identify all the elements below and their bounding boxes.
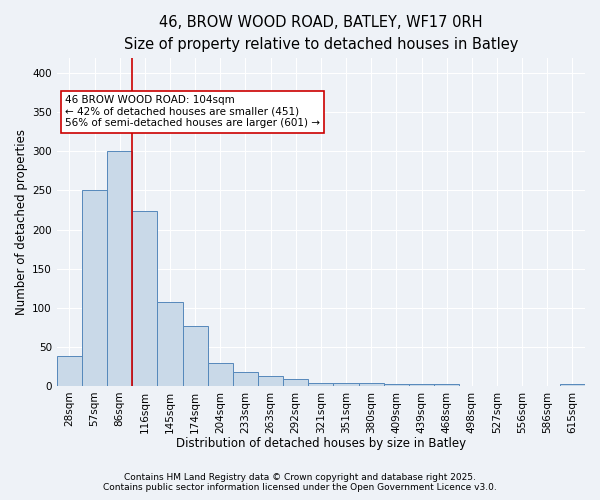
Bar [157, 302, 182, 386]
Bar [283, 379, 308, 386]
Bar [208, 363, 233, 386]
Bar [107, 152, 132, 386]
Bar [560, 384, 585, 386]
Y-axis label: Number of detached properties: Number of detached properties [15, 128, 28, 314]
Title: 46, BROW WOOD ROAD, BATLEY, WF17 0RH
Size of property relative to detached house: 46, BROW WOOD ROAD, BATLEY, WF17 0RH Siz… [124, 15, 518, 52]
Bar [308, 382, 334, 386]
Text: 46 BROW WOOD ROAD: 104sqm
← 42% of detached houses are smaller (451)
56% of semi: 46 BROW WOOD ROAD: 104sqm ← 42% of detac… [65, 96, 320, 128]
X-axis label: Distribution of detached houses by size in Batley: Distribution of detached houses by size … [176, 437, 466, 450]
Bar [359, 382, 384, 386]
Bar [258, 376, 283, 386]
Bar [334, 382, 359, 386]
Bar [233, 372, 258, 386]
Bar [434, 384, 459, 386]
Text: Contains HM Land Registry data © Crown copyright and database right 2025.
Contai: Contains HM Land Registry data © Crown c… [103, 473, 497, 492]
Bar [182, 326, 208, 386]
Bar [132, 210, 157, 386]
Bar [57, 356, 82, 386]
Bar [384, 384, 409, 386]
Bar [82, 190, 107, 386]
Bar [409, 384, 434, 386]
